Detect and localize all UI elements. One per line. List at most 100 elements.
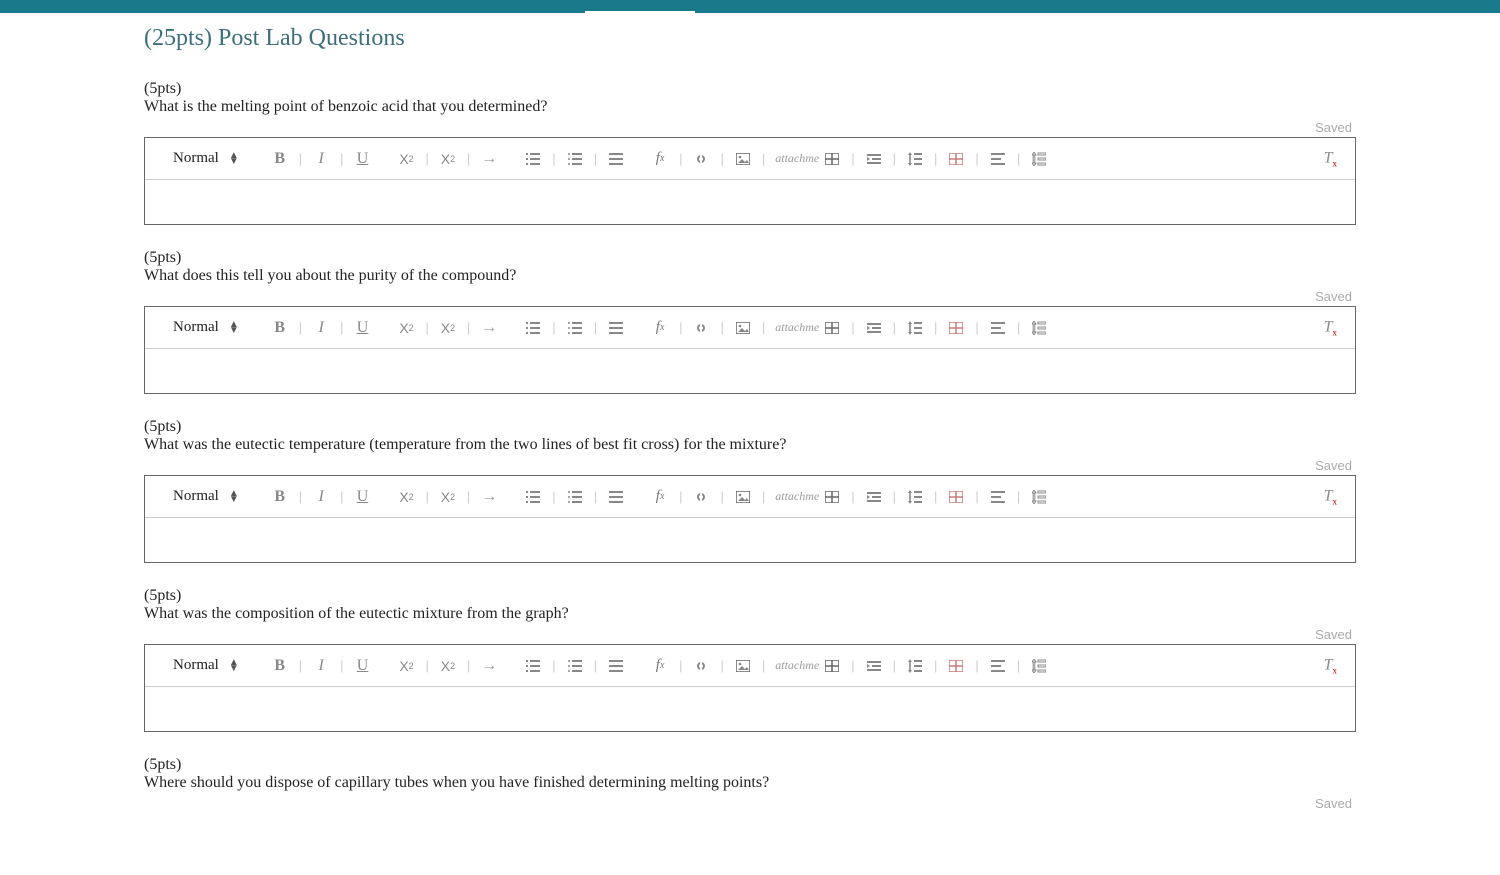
ordered-list-button[interactable] — [524, 148, 542, 170]
bold-button[interactable]: B — [271, 486, 289, 508]
italic-button[interactable]: I — [312, 148, 330, 170]
code-button[interactable] — [1030, 317, 1048, 339]
underline-button[interactable]: U — [354, 486, 372, 508]
highlight-button[interactable] — [947, 317, 965, 339]
question-points: (5pts) — [144, 756, 1356, 774]
table-button[interactable] — [823, 148, 841, 170]
code-button[interactable] — [1030, 655, 1048, 677]
lineheight-button[interactable] — [906, 486, 924, 508]
arrow-button[interactable]: → — [480, 317, 498, 339]
image-button[interactable] — [734, 317, 752, 339]
format-select[interactable]: Normal ▲▼ — [169, 486, 243, 507]
underline-button[interactable]: U — [354, 148, 372, 170]
subscript-button[interactable]: X2 — [398, 317, 416, 339]
formula-button[interactable]: fx — [651, 486, 669, 508]
unordered-list-button[interactable] — [566, 486, 584, 508]
editor-body[interactable] — [145, 518, 1355, 562]
format-select[interactable]: Normal ▲▼ — [169, 317, 243, 338]
bold-button[interactable]: B — [271, 317, 289, 339]
lineheight-button[interactable] — [906, 148, 924, 170]
lineheight-button[interactable] — [906, 655, 924, 677]
italic-button[interactable]: I — [312, 655, 330, 677]
superscript-button[interactable]: X2 — [439, 655, 457, 677]
link-button[interactable] — [692, 317, 710, 339]
attach-label: attachme — [775, 151, 819, 166]
editor-body[interactable] — [145, 180, 1355, 224]
ordered-list-button[interactable] — [524, 486, 542, 508]
format-label: Normal — [173, 150, 219, 167]
table-button[interactable] — [823, 486, 841, 508]
align-button[interactable] — [607, 148, 625, 170]
image-button[interactable] — [734, 486, 752, 508]
question-text: What does this tell you about the purity… — [144, 267, 1356, 285]
formula-button[interactable]: fx — [651, 148, 669, 170]
formula-button[interactable]: fx — [651, 655, 669, 677]
bars-button[interactable] — [989, 655, 1007, 677]
ordered-list-button[interactable] — [524, 655, 542, 677]
text-style-group: B| I| U — [271, 317, 372, 339]
bold-button[interactable]: B — [271, 148, 289, 170]
align-button[interactable] — [607, 486, 625, 508]
clear-format-button[interactable]: Tx — [1324, 656, 1337, 675]
table-button[interactable] — [823, 655, 841, 677]
arrow-button[interactable]: → — [480, 486, 498, 508]
lineheight-button[interactable] — [906, 317, 924, 339]
question-block: (5pts) What was the eutectic temperature… — [144, 418, 1356, 563]
code-button[interactable] — [1030, 486, 1048, 508]
highlight-button[interactable] — [947, 655, 965, 677]
superscript-button[interactable]: X2 — [439, 486, 457, 508]
bars-button[interactable] — [989, 486, 1007, 508]
question-points: (5pts) — [144, 80, 1356, 98]
clear-format-button[interactable]: Tx — [1324, 487, 1337, 506]
rich-text-editor: Normal ▲▼ B| I| U X2| X2| → | | fx| | | … — [144, 644, 1356, 732]
code-button[interactable] — [1030, 148, 1048, 170]
underline-button[interactable]: U — [354, 317, 372, 339]
caret-icon: ▲▼ — [229, 660, 239, 672]
bold-button[interactable]: B — [271, 655, 289, 677]
question-text: What was the composition of the eutectic… — [144, 605, 1356, 623]
editor-body[interactable] — [145, 349, 1355, 393]
clear-format-button[interactable]: Tx — [1324, 149, 1337, 168]
list-group: | | — [524, 486, 625, 508]
align-button[interactable] — [607, 317, 625, 339]
link-button[interactable] — [692, 655, 710, 677]
question-block: (5pts) What does this tell you about the… — [144, 249, 1356, 394]
unordered-list-button[interactable] — [566, 148, 584, 170]
superscript-button[interactable]: X2 — [439, 148, 457, 170]
italic-button[interactable]: I — [312, 486, 330, 508]
header-bar — [0, 0, 1500, 13]
subscript-button[interactable]: X2 — [398, 486, 416, 508]
unordered-list-button[interactable] — [566, 655, 584, 677]
align-button[interactable] — [607, 655, 625, 677]
editor-body[interactable] — [145, 687, 1355, 731]
bars-button[interactable] — [989, 148, 1007, 170]
link-button[interactable] — [692, 486, 710, 508]
arrow-button[interactable]: → — [480, 148, 498, 170]
image-button[interactable] — [734, 148, 752, 170]
image-button[interactable] — [734, 655, 752, 677]
ordered-list-button[interactable] — [524, 317, 542, 339]
clear-format-button[interactable]: Tx — [1324, 318, 1337, 337]
unordered-list-button[interactable] — [566, 317, 584, 339]
saved-status: Saved — [144, 627, 1356, 642]
format-select[interactable]: Normal ▲▼ — [169, 148, 243, 169]
formula-button[interactable]: fx — [651, 317, 669, 339]
highlight-button[interactable] — [947, 486, 965, 508]
bars-button[interactable] — [989, 317, 1007, 339]
subscript-button[interactable]: X2 — [398, 655, 416, 677]
link-button[interactable] — [692, 148, 710, 170]
indent-button[interactable] — [865, 148, 883, 170]
arrow-button[interactable]: → — [480, 655, 498, 677]
list-group: | | — [524, 148, 625, 170]
highlight-button[interactable] — [947, 148, 965, 170]
text-style-group: B| I| U — [271, 486, 372, 508]
indent-button[interactable] — [865, 486, 883, 508]
indent-button[interactable] — [865, 317, 883, 339]
table-button[interactable] — [823, 317, 841, 339]
subscript-button[interactable]: X2 — [398, 148, 416, 170]
superscript-button[interactable]: X2 — [439, 317, 457, 339]
italic-button[interactable]: I — [312, 317, 330, 339]
underline-button[interactable]: U — [354, 655, 372, 677]
format-select[interactable]: Normal ▲▼ — [169, 655, 243, 676]
indent-button[interactable] — [865, 655, 883, 677]
